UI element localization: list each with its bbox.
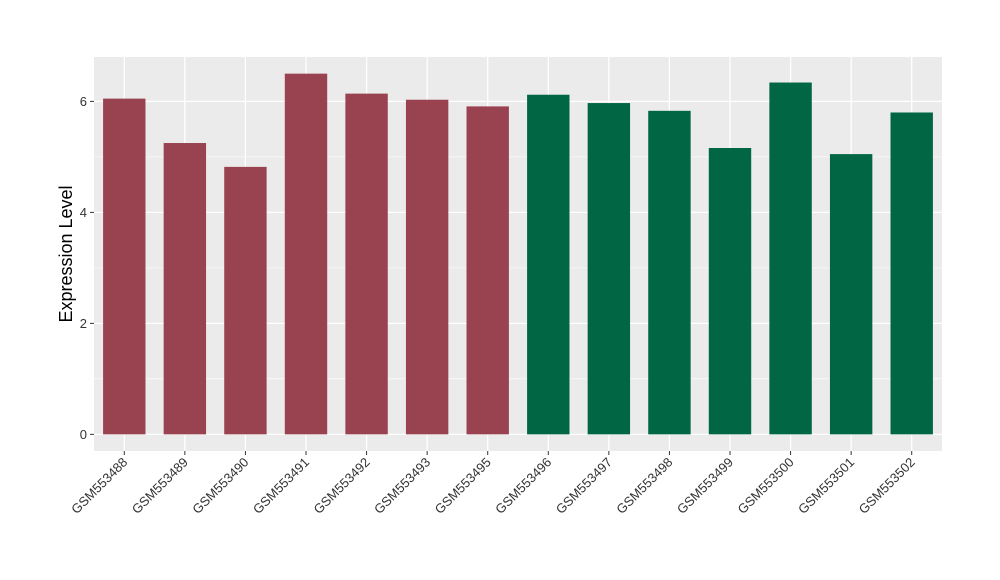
- bar: [345, 93, 388, 435]
- y-tick-label: 6: [80, 94, 87, 109]
- x-tick-label: GSM553502: [856, 455, 918, 517]
- x-tick-label: GSM553501: [795, 455, 857, 517]
- x-tick-label: GSM553498: [613, 455, 675, 517]
- x-tick-label: GSM553489: [129, 455, 191, 517]
- bars: [103, 73, 933, 435]
- bar: [163, 143, 207, 435]
- bar: [890, 112, 933, 435]
- y-axis-title: Expression Level: [56, 185, 76, 322]
- x-tick-label: GSM553495: [432, 455, 494, 517]
- bar: [527, 94, 570, 435]
- y-tick-label: 2: [80, 316, 87, 331]
- bar: [284, 73, 328, 435]
- x-tick-label: GSM553488: [68, 455, 130, 517]
- bar: [405, 99, 449, 435]
- bar: [829, 154, 873, 435]
- x-tick-label: GSM553491: [250, 455, 312, 517]
- bar: [708, 148, 752, 435]
- x-tick-label: GSM553492: [310, 455, 372, 517]
- x-tick-label: GSM553499: [674, 455, 736, 517]
- plot-panel: [94, 57, 942, 451]
- bar: [648, 110, 691, 435]
- bar: [224, 166, 267, 435]
- x-tick-label: GSM553490: [189, 455, 251, 517]
- x-tick-label: GSM553500: [734, 455, 796, 517]
- bar: [466, 106, 509, 435]
- y-tick-label: 4: [80, 205, 87, 220]
- x-tick-label: GSM553493: [371, 455, 433, 517]
- bar: [769, 82, 812, 435]
- bar: [103, 98, 146, 435]
- y-tick-label: 0: [80, 427, 87, 442]
- x-tick-label: GSM553496: [492, 455, 554, 517]
- bar: [587, 103, 631, 435]
- x-tick-label: GSM553497: [553, 455, 615, 517]
